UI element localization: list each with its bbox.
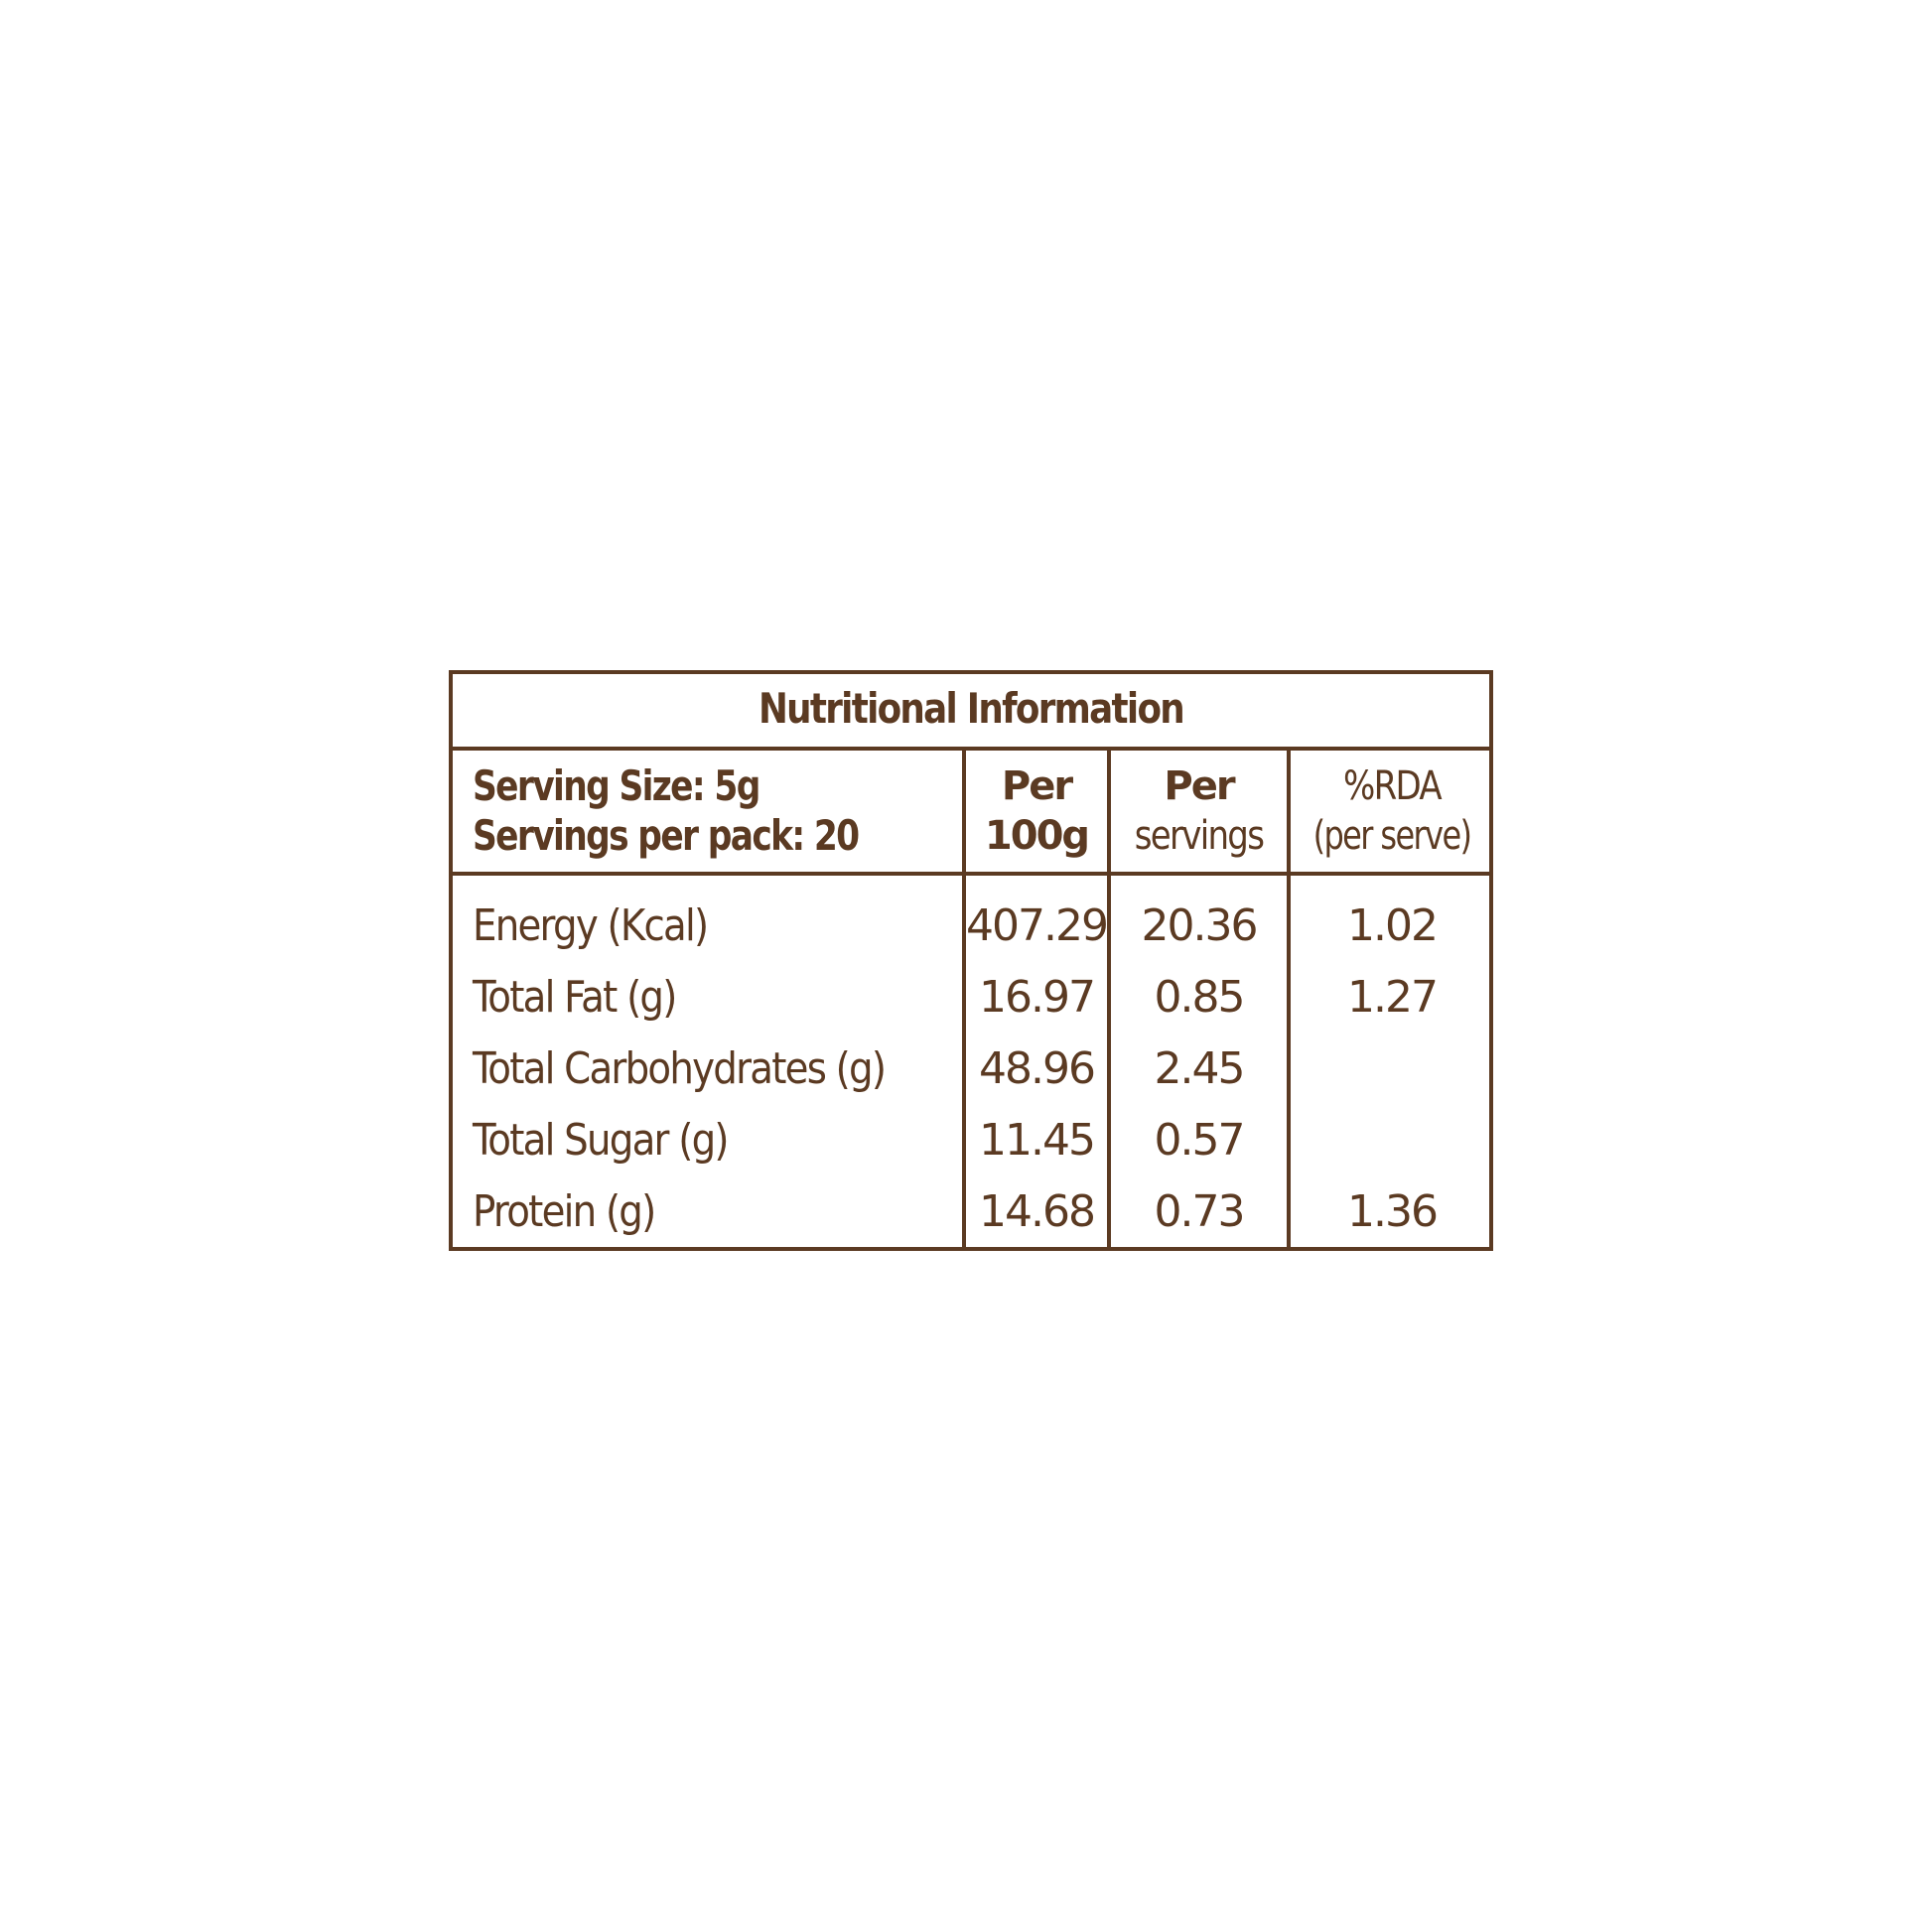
nutrient-name: Total Fat (g) <box>473 972 677 1023</box>
serving-size: Serving Size: 5g <box>473 761 760 810</box>
nutrient-name: Total Carbohydrates (g) <box>473 1043 887 1094</box>
value-per-serving: 0.73 <box>1154 1186 1246 1237</box>
servings-per-pack: Servings per pack: 20 <box>473 811 860 860</box>
header-perserving-line1: Per <box>1164 763 1235 809</box>
value-per100g: 14.68 <box>979 1186 1096 1237</box>
header-per100g-line1: Per <box>1001 763 1073 809</box>
nutrition-table: Nutritional Information Serving Size: 5g… <box>449 670 1493 1251</box>
column-divider <box>1287 749 1291 1247</box>
value-rda: 1.36 <box>1347 1186 1439 1237</box>
value-per100g: 48.96 <box>979 1043 1096 1094</box>
value-per100g: 16.97 <box>979 972 1096 1023</box>
column-divider <box>962 749 966 1247</box>
divider <box>453 872 1489 876</box>
column-divider <box>1107 749 1111 1247</box>
divider <box>453 747 1489 751</box>
nutrient-name: Protein (g) <box>473 1186 656 1237</box>
header-per100g-line2: 100g <box>984 813 1090 859</box>
value-per100g: 407.29 <box>966 900 1109 951</box>
value-per-serving: 0.57 <box>1154 1115 1246 1166</box>
header-rda-line2: (per serve) <box>1312 813 1472 859</box>
value-per-serving: 2.45 <box>1154 1043 1246 1094</box>
header-rda-line1: %RDA <box>1343 763 1443 809</box>
value-per100g: 11.45 <box>979 1115 1096 1166</box>
value-per-serving: 0.85 <box>1154 972 1246 1023</box>
table-title: Nutritional Information <box>758 684 1185 733</box>
header-perserving-line2: servings <box>1134 813 1265 859</box>
value-per-serving: 20.36 <box>1141 900 1259 951</box>
value-rda: 1.02 <box>1347 900 1439 951</box>
nutrient-name: Total Sugar (g) <box>473 1115 730 1166</box>
nutrient-name: Energy (Kcal) <box>473 900 709 951</box>
value-rda: 1.27 <box>1347 972 1439 1023</box>
